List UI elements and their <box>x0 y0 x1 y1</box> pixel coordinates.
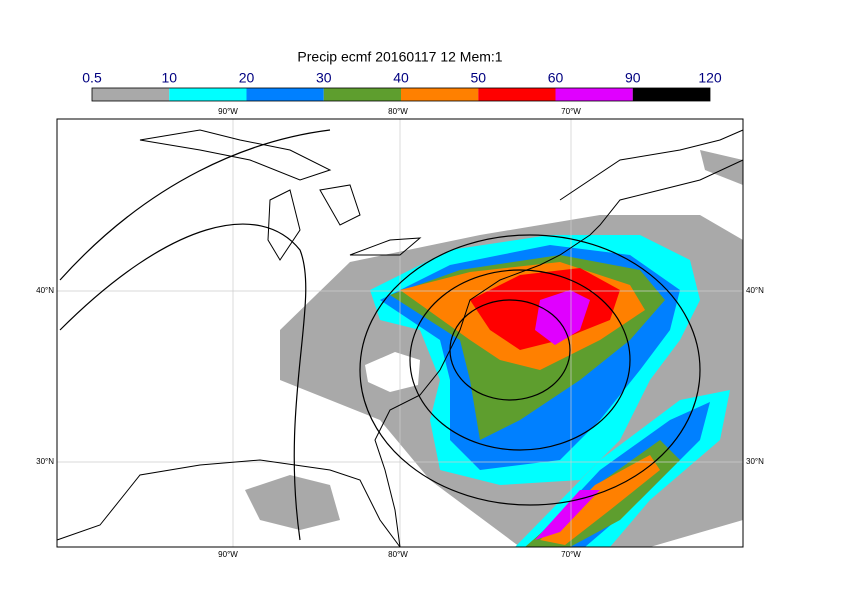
pressure-contours <box>59 129 701 541</box>
colorbar-swatch <box>478 88 556 101</box>
coastline <box>374 159 744 548</box>
lat-label: 30°N <box>746 457 764 466</box>
coastline <box>56 459 401 548</box>
lon-label: 90°W <box>218 550 238 559</box>
colorbar-label: 90 <box>625 70 641 86</box>
lat-label: 40°N <box>746 286 764 295</box>
coastlines <box>56 129 744 548</box>
colorbar-swatch <box>323 88 401 101</box>
isobar <box>59 129 331 281</box>
lake <box>349 237 422 256</box>
precip-area <box>535 290 590 345</box>
lon-label: 70°W <box>561 550 581 559</box>
colorbar-swatch <box>169 88 247 101</box>
lon-label: 90°W <box>218 107 238 116</box>
colorbar-swatch <box>555 88 633 101</box>
lake <box>319 184 361 226</box>
isobar <box>409 269 631 451</box>
colorbar-swatch <box>92 88 170 101</box>
colorbar-label: 60 <box>548 70 564 86</box>
graticule <box>57 119 743 547</box>
lake <box>267 189 301 261</box>
colorbar-swatch <box>632 88 710 101</box>
colorbar: 0.5 10 20 30 40 50 60 90 120 <box>82 70 722 102</box>
lat-label: 40°N <box>36 286 54 295</box>
isobar <box>449 299 571 401</box>
map-frame <box>56 118 744 548</box>
colorbar-label: 20 <box>239 70 255 86</box>
precip-area <box>540 455 660 545</box>
lon-label: 70°W <box>561 107 581 116</box>
isobar <box>359 234 701 506</box>
colorbar-label: 0.5 <box>82 70 102 86</box>
lon-label: 80°W <box>388 107 408 116</box>
dry-area <box>365 352 420 392</box>
precip-area <box>700 150 743 185</box>
precip-area <box>245 475 340 530</box>
colorbar-frame <box>91 87 711 102</box>
colorbar-label: 30 <box>316 70 332 86</box>
colorbar-label: 40 <box>393 70 409 86</box>
colorbar-label: 120 <box>698 70 722 86</box>
colorbar-swatch <box>246 88 324 101</box>
coastline <box>559 129 744 201</box>
lat-label: 30°N <box>36 457 54 466</box>
colorbar-label: 50 <box>470 70 486 86</box>
precip-fields <box>245 150 743 547</box>
lon-label: 80°W <box>388 550 408 559</box>
lake <box>139 129 332 181</box>
isobar <box>59 223 307 541</box>
map: 90°W 80°W 70°W 90°W 80°W 70°W 40°N 30°N … <box>36 107 764 559</box>
colorbar-swatch <box>401 88 479 101</box>
colorbar-label: 10 <box>161 70 177 86</box>
map-title: Precip ecmf 20160117 12 Mem:1 <box>297 49 502 65</box>
precip-area <box>535 490 600 540</box>
